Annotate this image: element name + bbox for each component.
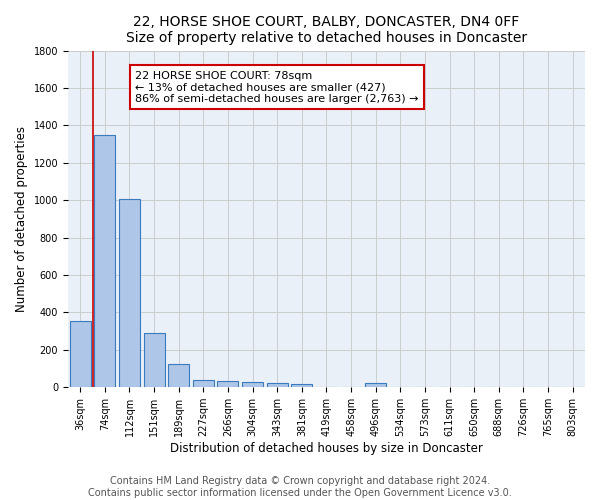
Bar — [193, 380, 214, 387]
Bar — [70, 321, 91, 387]
X-axis label: Distribution of detached houses by size in Doncaster: Distribution of detached houses by size … — [170, 442, 483, 455]
Bar — [143, 333, 164, 387]
Y-axis label: Number of detached properties: Number of detached properties — [15, 126, 28, 312]
Bar — [242, 382, 263, 387]
Bar — [292, 384, 312, 387]
Bar — [168, 364, 189, 387]
Bar — [267, 384, 287, 387]
Bar — [217, 381, 238, 387]
Bar — [365, 384, 386, 387]
Text: 22 HORSE SHOE COURT: 78sqm
← 13% of detached houses are smaller (427)
86% of sem: 22 HORSE SHOE COURT: 78sqm ← 13% of deta… — [135, 70, 419, 104]
Text: Contains HM Land Registry data © Crown copyright and database right 2024.
Contai: Contains HM Land Registry data © Crown c… — [88, 476, 512, 498]
Title: 22, HORSE SHOE COURT, BALBY, DONCASTER, DN4 0FF
Size of property relative to det: 22, HORSE SHOE COURT, BALBY, DONCASTER, … — [126, 15, 527, 45]
Bar — [94, 134, 115, 387]
Bar — [119, 199, 140, 387]
